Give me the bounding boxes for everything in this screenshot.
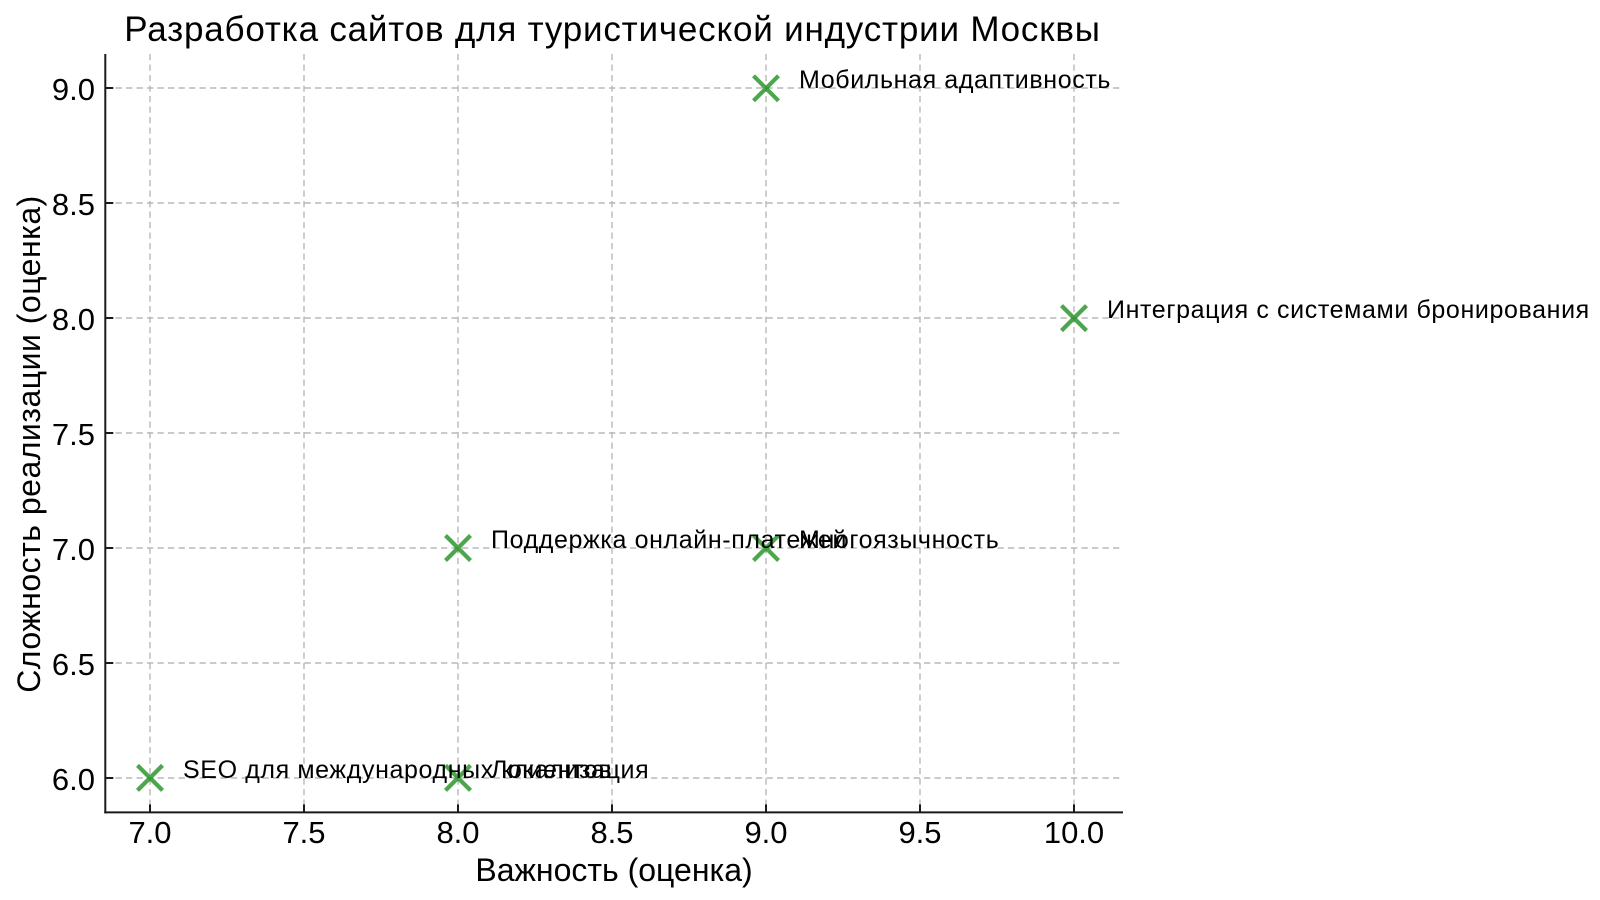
svg-text:Интеграция с системами брониро: Интеграция с системами бронирования (1107, 296, 1590, 324)
svg-text:7.0: 7.0 (52, 532, 95, 567)
svg-text:9.0: 9.0 (744, 815, 787, 850)
svg-text:6.5: 6.5 (52, 647, 95, 682)
svg-text:7.5: 7.5 (282, 815, 325, 850)
svg-text:8.0: 8.0 (436, 815, 479, 850)
svg-text:9.5: 9.5 (898, 815, 941, 850)
svg-text:9.0: 9.0 (52, 72, 95, 107)
svg-text:Мобильная адаптивность: Мобильная адаптивность (799, 66, 1111, 94)
svg-text:Поддержка онлайн-платежей: Поддержка онлайн-платежей (491, 526, 847, 554)
svg-text:10.0: 10.0 (1044, 815, 1104, 850)
svg-text:Разработка сайтов для туристич: Разработка сайтов для туристической инду… (124, 10, 1100, 49)
svg-text:Многоязычность: Многоязычность (799, 526, 999, 554)
svg-text:7.5: 7.5 (52, 417, 95, 452)
svg-text:Важность (оценка): Важность (оценка) (475, 852, 752, 888)
svg-text:8.5: 8.5 (590, 815, 633, 850)
svg-text:8.0: 8.0 (52, 302, 95, 337)
svg-text:7.0: 7.0 (128, 815, 171, 850)
svg-text:Сложность реализации (оценка): Сложность реализации (оценка) (11, 195, 47, 693)
svg-text:Локализация: Локализация (491, 756, 649, 784)
svg-text:6.0: 6.0 (52, 762, 95, 797)
svg-text:8.5: 8.5 (52, 187, 95, 222)
svg-text:SEO для международных клиентов: SEO для международных клиентов (183, 756, 612, 784)
